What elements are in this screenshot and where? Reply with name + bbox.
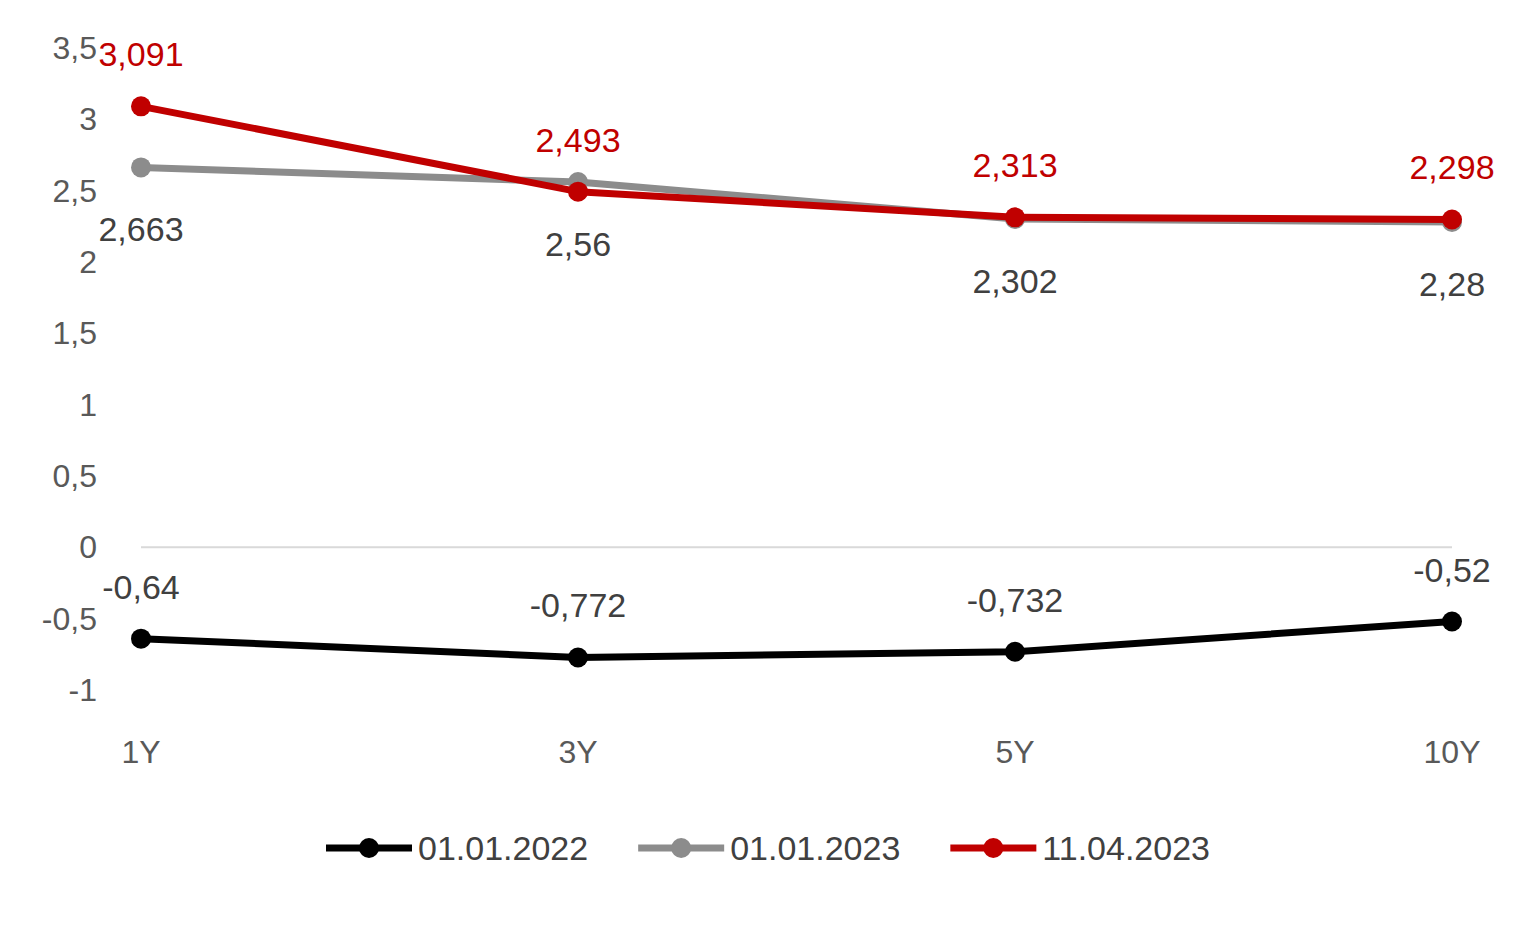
data-label: 2,663 xyxy=(98,210,183,248)
legend: 01.01.2022 01.01.2023 11.04.2023 xyxy=(326,829,1210,867)
data-label: -0,732 xyxy=(967,581,1063,619)
data-point xyxy=(131,157,151,177)
x-tick-label: 10Y xyxy=(1424,734,1481,770)
x-axis: 1Y 3Y 5Y 10Y xyxy=(121,734,1480,770)
y-tick-label: 2 xyxy=(79,244,97,280)
data-label: 2,302 xyxy=(972,262,1057,300)
data-label: 2,313 xyxy=(972,146,1057,184)
data-label: 2,28 xyxy=(1419,265,1485,303)
data-point xyxy=(568,182,588,202)
data-label: -0,64 xyxy=(102,568,180,606)
y-tick-label: -0,5 xyxy=(42,601,97,637)
data-point xyxy=(1005,642,1025,662)
series-line xyxy=(141,622,1452,658)
data-point xyxy=(1442,612,1462,632)
data-point xyxy=(131,629,151,649)
y-tick-label: 3,5 xyxy=(53,30,97,66)
legend-item: 11.04.2023 xyxy=(950,829,1210,867)
legend-item: 01.01.2023 xyxy=(638,829,900,867)
data-label: 3,091 xyxy=(98,35,183,73)
x-tick-label: 5Y xyxy=(995,734,1034,770)
data-label: 2,298 xyxy=(1409,148,1494,186)
series-line xyxy=(141,106,1452,219)
y-tick-label: 0 xyxy=(79,529,97,565)
legend-label: 01.01.2023 xyxy=(730,829,900,867)
plot-area xyxy=(131,96,1462,667)
legend-label: 01.01.2022 xyxy=(418,829,588,867)
data-point xyxy=(1442,209,1462,229)
series-line xyxy=(141,167,1452,222)
y-tick-label: 1 xyxy=(79,387,97,423)
y-tick-label: 2,5 xyxy=(53,173,97,209)
legend-marker xyxy=(359,838,379,858)
x-tick-label: 1Y xyxy=(121,734,160,770)
data-label: 2,56 xyxy=(545,225,611,263)
data-label: -0,52 xyxy=(1413,551,1491,589)
x-tick-label: 3Y xyxy=(558,734,597,770)
legend-marker xyxy=(983,838,1003,858)
data-label: 2,493 xyxy=(535,121,620,159)
y-tick-label: 3 xyxy=(79,101,97,137)
data-point xyxy=(568,647,588,667)
y-axis: -1 -0,5 0 0,5 1 1,5 2 2,5 3 3,5 xyxy=(42,30,97,708)
data-point xyxy=(131,96,151,116)
legend-item: 01.01.2022 xyxy=(326,829,588,867)
legend-label: 11.04.2023 xyxy=(1042,829,1210,867)
x-axis-line xyxy=(141,546,1452,548)
y-tick-label: -1 xyxy=(69,672,97,708)
y-tick-label: 0,5 xyxy=(53,458,97,494)
legend-marker xyxy=(671,838,691,858)
y-tick-label: 1,5 xyxy=(53,315,97,351)
data-label: -0,772 xyxy=(530,586,626,624)
chart: -1 -0,5 0 0,5 1 1,5 2 2,5 3 3,5 1Y 3Y 5Y 10Y -0,64 -0,7… xyxy=(0,0,1536,925)
data-labels: -0,64 -0,772 -0,732 -0,52 2,663 2,56 2,302 2,28… xyxy=(98,35,1494,624)
data-point xyxy=(1005,207,1025,227)
